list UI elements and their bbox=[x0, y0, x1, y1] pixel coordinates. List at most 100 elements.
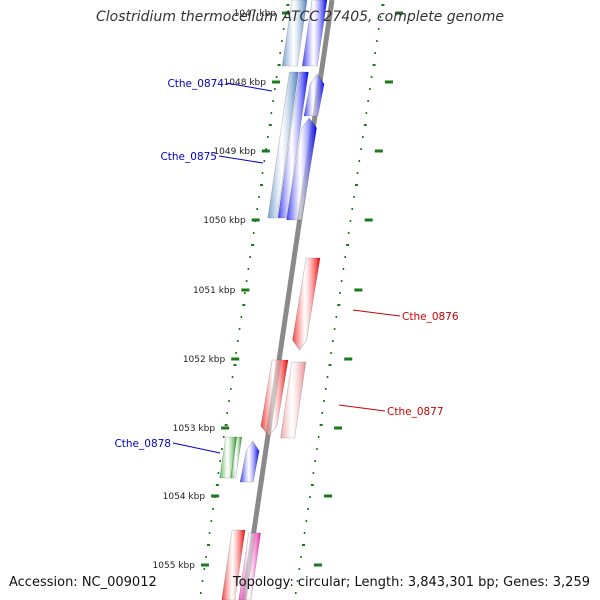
kbp-tick bbox=[344, 357, 353, 361]
ring-dot bbox=[238, 328, 241, 330]
ring-dot bbox=[237, 340, 239, 342]
ring-dot bbox=[323, 400, 325, 402]
ring-dot bbox=[210, 520, 213, 522]
kbp-label: 1049 kbp bbox=[213, 147, 256, 157]
ring-dot bbox=[247, 268, 250, 270]
ring-dot bbox=[309, 496, 311, 498]
kbp-label: 1055 kbp bbox=[153, 561, 196, 571]
ring-dot bbox=[217, 472, 220, 474]
ring-dot bbox=[296, 580, 299, 582]
map-title: Clostridium thermocellum ATCC 27405, com… bbox=[96, 9, 504, 25]
ring-dot bbox=[344, 256, 346, 258]
ring-dot bbox=[372, 64, 376, 66]
ring-dot bbox=[369, 88, 371, 90]
ring-dot bbox=[312, 472, 315, 474]
ring-dot bbox=[363, 124, 367, 126]
ring-dot bbox=[231, 376, 234, 378]
ring-dot bbox=[268, 124, 272, 126]
gene-arrow bbox=[303, 73, 325, 117]
ring-dot bbox=[335, 316, 338, 318]
ring-dot bbox=[258, 196, 260, 198]
ring-dot bbox=[377, 28, 380, 30]
ring-dot bbox=[303, 532, 306, 534]
ring-dot bbox=[328, 364, 332, 366]
ring-dot bbox=[374, 52, 376, 54]
ring-dot bbox=[267, 136, 269, 138]
gene-label-leader bbox=[218, 155, 264, 164]
ring-dot bbox=[205, 556, 207, 558]
ring-dot bbox=[207, 544, 211, 546]
kbp-tick bbox=[354, 288, 363, 292]
kbp-tick bbox=[231, 357, 240, 361]
ring-dot bbox=[337, 304, 341, 306]
kbp-tick bbox=[261, 149, 270, 153]
ring-dot bbox=[330, 352, 332, 354]
ring-dot bbox=[342, 268, 345, 270]
ring-dot bbox=[381, 4, 385, 6]
ring-dot bbox=[294, 592, 297, 594]
kbp-tick bbox=[200, 563, 209, 567]
ring-dot bbox=[316, 448, 318, 450]
ring-dot bbox=[251, 244, 255, 246]
kbp-label: 1050 kbp bbox=[203, 216, 246, 226]
ring-dot bbox=[349, 220, 352, 222]
kbp-label: 1052 kbp bbox=[183, 355, 226, 365]
kbp-label: 1054 kbp bbox=[163, 492, 206, 502]
ring-dot bbox=[367, 100, 369, 102]
genome-summary-text: Topology: circular; Length: 3,843,301 bp… bbox=[232, 575, 590, 590]
gene-arrow bbox=[230, 436, 243, 479]
ring-dot bbox=[324, 388, 327, 390]
ring-dot bbox=[275, 76, 278, 78]
accession-text: Accession: NC_009012 bbox=[9, 575, 157, 590]
kbp-tick bbox=[251, 218, 260, 222]
gene-arrow bbox=[280, 361, 307, 439]
ring-dot bbox=[281, 40, 283, 42]
ring-dot bbox=[224, 424, 228, 426]
kbp-tick bbox=[241, 288, 250, 292]
ring-dot bbox=[286, 4, 290, 6]
gene-label: Cthe_0875 bbox=[160, 151, 217, 163]
ring-dot bbox=[358, 160, 361, 162]
ring-dot bbox=[199, 592, 202, 594]
kbp-tick bbox=[334, 426, 343, 430]
gene-label-leader bbox=[225, 82, 273, 92]
ring-dot bbox=[249, 256, 251, 258]
ring-dot bbox=[354, 184, 358, 186]
gene-label-leader bbox=[172, 442, 221, 454]
ring-dot bbox=[353, 196, 355, 198]
gene-arrow bbox=[267, 71, 299, 219]
ring-dot bbox=[256, 208, 259, 210]
ring-dot bbox=[362, 136, 364, 138]
ring-dot bbox=[307, 508, 309, 510]
kbp-label: 1047 kbp bbox=[234, 9, 277, 19]
ring-dot bbox=[208, 532, 211, 534]
ring-dot bbox=[314, 460, 316, 462]
ring-dot bbox=[300, 556, 302, 558]
ring-dot bbox=[356, 172, 359, 174]
ring-dot bbox=[245, 280, 248, 282]
ring-dot bbox=[274, 88, 276, 90]
gene-label: Cthe_0878 bbox=[114, 438, 171, 450]
gene-label: Cthe_0876 bbox=[402, 311, 459, 323]
ring-dot bbox=[321, 412, 324, 414]
ring-dot bbox=[265, 148, 267, 150]
ring-dot bbox=[305, 520, 308, 522]
ring-dot bbox=[370, 76, 373, 78]
gene-arrow bbox=[239, 440, 260, 483]
ring-dot bbox=[215, 484, 219, 486]
gene-label-leader bbox=[338, 404, 386, 412]
ring-dot bbox=[326, 376, 329, 378]
kbp-tick bbox=[282, 11, 291, 15]
ring-dot bbox=[212, 508, 214, 510]
ring-dot bbox=[235, 352, 237, 354]
ring-dot bbox=[302, 544, 306, 546]
ring-dot bbox=[282, 28, 285, 30]
kbp-tick bbox=[211, 494, 220, 498]
ring-dot bbox=[317, 436, 320, 438]
ring-dot bbox=[221, 448, 223, 450]
ring-dot bbox=[259, 184, 263, 186]
gene-label-leader bbox=[352, 309, 401, 317]
ring-dot bbox=[379, 16, 382, 18]
